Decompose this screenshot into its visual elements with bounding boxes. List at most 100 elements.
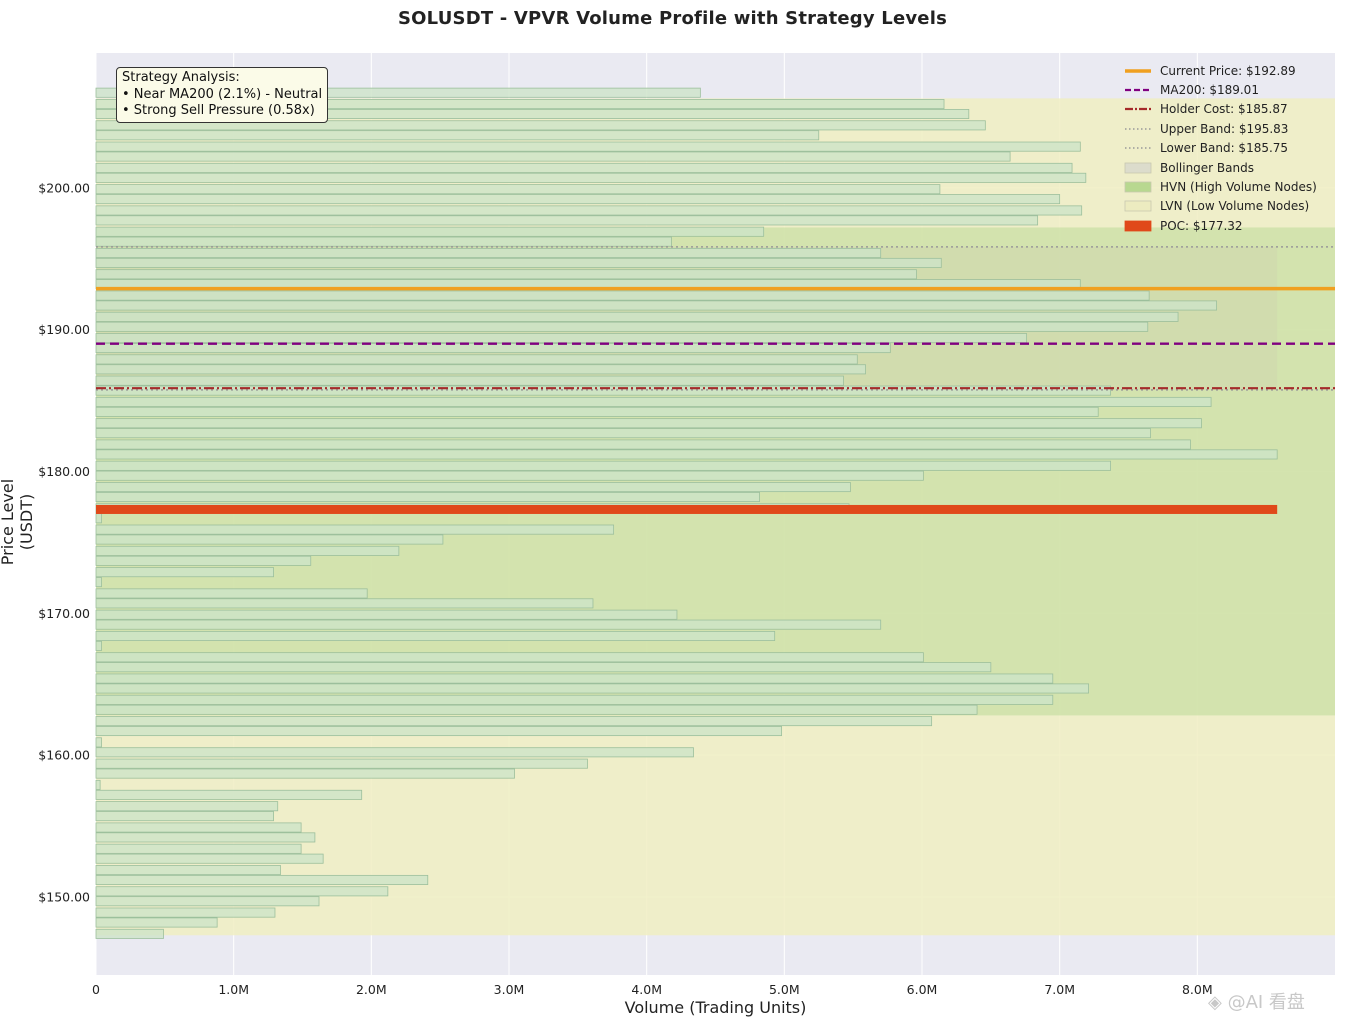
y-tick-label: $150.00 bbox=[38, 889, 90, 904]
volume-bar bbox=[95, 928, 164, 939]
legend-item-lvn: LVN (Low Volume Nodes) bbox=[1116, 197, 1330, 216]
x-axis-label: Volume (Trading Units) bbox=[624, 998, 807, 1017]
strategy-analysis-box: Strategy Analysis: • Near MA200 (2.1%) -… bbox=[116, 67, 329, 123]
volume-bar bbox=[95, 257, 942, 268]
volume-bar bbox=[95, 321, 1149, 332]
legend-item-lower: Lower Band: $185.75 bbox=[1116, 139, 1330, 158]
legend-swatch bbox=[1124, 84, 1152, 96]
x-tick-label: 7.0M bbox=[1044, 982, 1075, 997]
x-tick-label: 1.0M bbox=[218, 982, 249, 997]
x-tick-labels: 0 1.0M 2.0M 3.0M 4.0M 5.0M 6.0M 7.0M 8.0M bbox=[92, 982, 1213, 997]
volume-bar bbox=[95, 470, 924, 481]
volume-bar bbox=[95, 811, 274, 822]
volume-bar bbox=[95, 779, 101, 790]
volume-bar bbox=[95, 801, 279, 812]
legend-swatch bbox=[1124, 65, 1152, 77]
legend-item-boll: Bollinger Bands bbox=[1116, 158, 1330, 177]
strategy-analysis-line: • Strong Sell Pressure (0.58x) bbox=[122, 103, 315, 118]
volume-bar bbox=[95, 311, 1179, 322]
legend-item-poc: POC: $177.32 bbox=[1116, 216, 1330, 235]
volume-bar bbox=[95, 630, 776, 641]
volume-bar bbox=[95, 354, 858, 365]
x-tick-label: 5.0M bbox=[769, 982, 800, 997]
volume-bar bbox=[95, 439, 1191, 450]
strategy-analysis-line: • Near MA200 (2.1%) - Neutral bbox=[122, 86, 323, 102]
volume-bar bbox=[95, 184, 941, 195]
volume-bar bbox=[95, 205, 1083, 216]
volume-bar bbox=[95, 406, 1099, 417]
volume-bar bbox=[95, 619, 882, 630]
volume-bar bbox=[95, 396, 1212, 407]
volume-bar bbox=[95, 598, 594, 609]
volume-bar bbox=[95, 716, 933, 727]
legend-label: LVN (Low Volume Nodes) bbox=[1160, 199, 1310, 214]
legend-label: Bollinger Bands bbox=[1160, 160, 1254, 175]
watermark: ◈ @AI 看盘 bbox=[1208, 992, 1305, 1013]
volume-bar bbox=[95, 768, 515, 779]
volume-bar bbox=[95, 226, 765, 237]
volume-bars bbox=[95, 87, 1278, 939]
chart-legend: Current Price: $192.89 MA200: $189.01 Hold… bbox=[1116, 58, 1330, 239]
volume-bar bbox=[95, 449, 1278, 460]
volume-bar bbox=[95, 789, 363, 800]
legend-swatch bbox=[1124, 103, 1152, 115]
volume-bar bbox=[95, 662, 992, 673]
strategy-analysis-title: Strategy Analysis: bbox=[122, 70, 240, 85]
volume-bar bbox=[95, 120, 986, 131]
volume-bar bbox=[95, 428, 1151, 439]
volume-bar bbox=[95, 726, 782, 737]
y-axis-label: Price Level (USDT) bbox=[0, 478, 36, 566]
volume-bar bbox=[95, 865, 281, 876]
volume-bar bbox=[95, 108, 970, 119]
volume-bar bbox=[95, 704, 978, 715]
volume-bar bbox=[95, 460, 1112, 471]
volume-bar bbox=[95, 853, 324, 864]
volume-bar bbox=[95, 673, 1054, 684]
legend-swatch bbox=[1124, 220, 1152, 232]
volume-bar bbox=[95, 300, 1218, 311]
legend-item-upper: Upper Band: $195.83 bbox=[1116, 119, 1330, 138]
legend-swatch bbox=[1124, 142, 1152, 154]
volume-bar bbox=[95, 375, 844, 386]
volume-bar bbox=[95, 609, 678, 620]
volume-bar bbox=[95, 640, 102, 651]
volume-bar bbox=[95, 907, 276, 918]
volume-bar bbox=[95, 683, 1089, 694]
volume-bar bbox=[95, 874, 429, 885]
volume-bar bbox=[95, 896, 320, 907]
volume-bar bbox=[95, 418, 1202, 429]
chart-title: SOLUSDT - VPVR Volume Profile with Strat… bbox=[398, 8, 947, 29]
y-tick-labels: $150.00 $160.00 $170.00 $180.00 $190.00 $200.… bbox=[38, 180, 90, 904]
legend-label: Holder Cost: $185.87 bbox=[1160, 102, 1288, 117]
x-tick-label: 4.0M bbox=[631, 982, 662, 997]
volume-bar bbox=[95, 652, 924, 663]
legend-label: MA200: $189.01 bbox=[1160, 83, 1259, 98]
volume-bar bbox=[95, 248, 882, 259]
volume-bar bbox=[95, 513, 102, 524]
volume-bar bbox=[95, 737, 102, 748]
volume-bar bbox=[95, 141, 1081, 152]
volume-bar bbox=[95, 172, 1087, 183]
x-tick-label: 0 bbox=[92, 982, 100, 997]
volume-bar bbox=[95, 151, 1011, 162]
y-tick-label: $180.00 bbox=[38, 464, 90, 479]
legend-swatch bbox=[1124, 181, 1152, 193]
x-tick-label: 2.0M bbox=[356, 982, 387, 997]
legend-item-current: Current Price: $192.89 bbox=[1116, 61, 1330, 80]
volume-bar bbox=[95, 482, 851, 493]
volume-bar bbox=[95, 87, 701, 98]
legend-item-ma200: MA200: $189.01 bbox=[1116, 80, 1330, 99]
poc-bar bbox=[96, 504, 1278, 514]
volume-bar bbox=[95, 843, 302, 854]
volume-bar bbox=[95, 822, 302, 833]
volume-bar bbox=[95, 333, 1028, 344]
legend-item-holder: Holder Cost: $185.87 bbox=[1116, 100, 1330, 119]
legend-item-hvn: HVN (High Volume Nodes) bbox=[1116, 177, 1330, 196]
legend-label: Upper Band: $195.83 bbox=[1160, 121, 1289, 136]
legend-label: POC: $177.32 bbox=[1160, 218, 1243, 233]
y-tick-label: $160.00 bbox=[38, 748, 90, 763]
volume-bar bbox=[95, 215, 1039, 226]
volume-bar bbox=[95, 236, 672, 247]
